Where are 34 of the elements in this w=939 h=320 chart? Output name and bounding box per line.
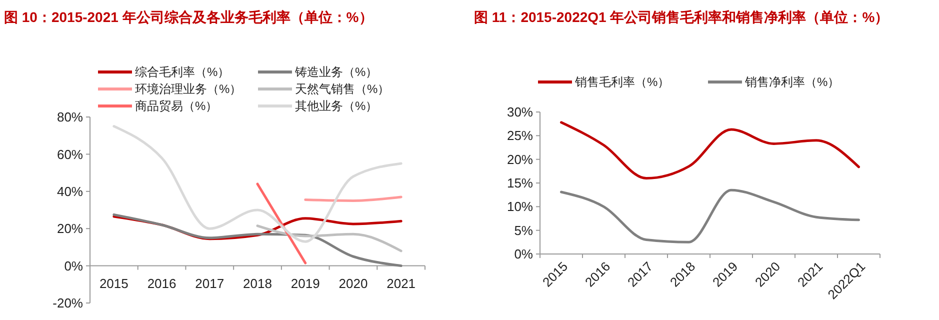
y-tick-label: 25% xyxy=(506,128,534,144)
line-series xyxy=(256,224,402,252)
y-tick-label: 80% xyxy=(56,110,84,125)
y-tick-label: 15% xyxy=(506,176,534,191)
chart-title: 图 11：2015-2022Q1 年公司销售毛利率和销售净利率（单位：%） xyxy=(474,9,889,25)
y-tick-label: 60% xyxy=(56,146,84,162)
legend-label: 销售净利率（%） xyxy=(744,75,840,90)
x-tick-label: 2021 xyxy=(386,276,416,291)
line-series xyxy=(560,121,860,180)
legend-label: 商品贸易（%） xyxy=(135,99,218,114)
y-tick-label: 0% xyxy=(514,246,534,262)
y-tick-label: 5% xyxy=(514,222,534,238)
chart-title: 图 10：2015-2021 年公司综合及各业务毛利率（单位：%） xyxy=(4,9,373,25)
y-tick-label: 30% xyxy=(506,104,534,120)
legend-label: 环境治理业务（%） xyxy=(135,82,242,96)
x-tick-label: 2020 xyxy=(338,276,368,291)
legend-label: 综合毛利率（%） xyxy=(135,65,230,80)
line-series xyxy=(112,125,402,243)
y-tick-label: 10% xyxy=(506,199,534,214)
legend-label: 其他业务（%） xyxy=(295,99,378,114)
y-tick-label: 40% xyxy=(56,184,84,199)
y-tick-label: 0% xyxy=(64,258,84,274)
x-tick-label: 2017 xyxy=(195,276,224,291)
legend-label: 销售毛利率（%） xyxy=(574,75,670,90)
y-tick-label: 20% xyxy=(56,221,84,236)
x-tick-label: 2016 xyxy=(147,276,176,291)
y-tick-label: 20% xyxy=(506,152,534,167)
y-tick-label: -20% xyxy=(52,296,84,311)
x-tick-label: 2018 xyxy=(243,276,272,291)
legend-label: 铸造业务（%） xyxy=(294,65,378,80)
x-tick-label: 2015 xyxy=(99,276,128,291)
line-series xyxy=(560,188,860,244)
x-tick-label: 2019 xyxy=(290,276,320,291)
legend-label: 天然气销售（%） xyxy=(295,82,390,96)
